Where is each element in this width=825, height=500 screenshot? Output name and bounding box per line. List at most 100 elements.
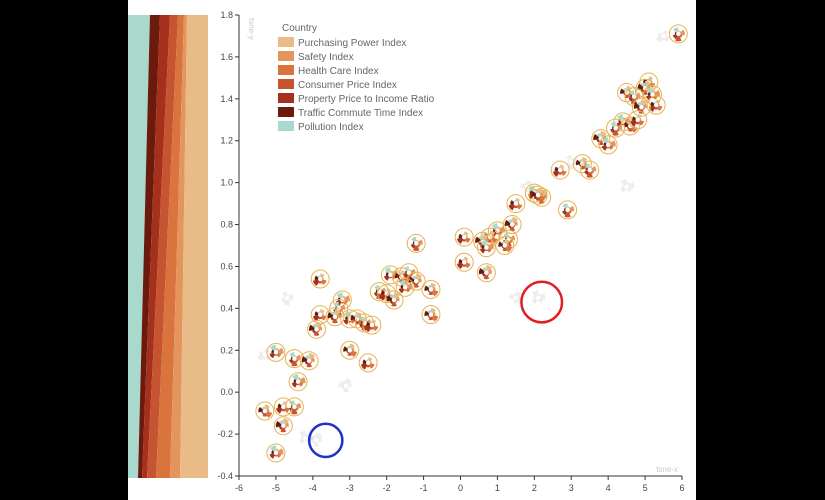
x-tick-label: 1 [495, 483, 500, 493]
glyph-wedge [646, 87, 653, 95]
glyph-ring [358, 353, 378, 373]
glyph-center [598, 136, 603, 141]
data-point [358, 353, 378, 373]
glyph-wedge [617, 114, 623, 122]
data-point [266, 443, 286, 463]
glyph-wedge [316, 432, 323, 441]
data-point [266, 342, 286, 362]
legend-swatch [278, 121, 294, 131]
stacked-ribbon [128, 15, 208, 478]
glyph-wedge [306, 360, 312, 368]
glyph-center [318, 312, 323, 317]
glyph-center [461, 234, 467, 240]
data-point [495, 236, 515, 255]
glyph-wedge [316, 321, 323, 330]
x-tick-label: 3 [569, 483, 574, 493]
glyph-ring [524, 183, 544, 203]
glyph-center [314, 438, 319, 443]
glyph-wedge [281, 297, 287, 303]
data-point [502, 215, 522, 235]
scatter-chart: tsne-y tsne-x -0.4 -0.2 0.0 0.2 0.4 0.6 0.8 1.0… [128, 10, 688, 493]
glyph-wedge [309, 435, 317, 443]
glyph-center [653, 102, 659, 108]
data-point [668, 24, 688, 44]
glyph-wedge [312, 279, 321, 286]
data-point [284, 349, 304, 369]
glyph-center [502, 243, 507, 248]
glyph-wedge [384, 267, 391, 275]
data-point [628, 110, 648, 130]
data-point [506, 194, 526, 214]
y-axis-label: tsne-y [247, 18, 256, 40]
glyph-ring [624, 87, 644, 107]
y-tick-label: 0.0 [220, 387, 233, 397]
x-tick-label: 4 [606, 483, 611, 493]
glyph-wedge [338, 381, 347, 388]
glyph-ring [454, 252, 474, 272]
y-tick-label: 1.2 [220, 136, 233, 146]
y-tick-label: 1.4 [220, 94, 233, 104]
x-tick-label: 6 [679, 483, 684, 493]
faded-points [257, 30, 670, 447]
glyph-center [524, 184, 530, 190]
glyph-wedge [462, 262, 467, 267]
glyph-wedge [508, 203, 516, 211]
glyph-ring [591, 129, 611, 149]
legend: Country Purchasing Power Index Safety Ind… [278, 23, 435, 133]
glyph-ring [325, 307, 345, 327]
glyph-center [635, 117, 640, 122]
glyph-wedge [369, 325, 374, 330]
glyph-wedge [641, 99, 648, 108]
glyph-wedge [346, 382, 352, 388]
ribbon-band [147, 15, 178, 478]
data-point [580, 160, 600, 180]
glyph-wedge [630, 96, 638, 105]
glyph-wedge [656, 35, 664, 43]
glyph-center [631, 94, 637, 99]
glyph-center [292, 404, 297, 410]
glyph-ring [273, 397, 293, 417]
data-point [273, 416, 293, 436]
glyph-wedge [661, 35, 666, 41]
legend-swatch [278, 79, 294, 89]
ribbon-band [138, 15, 160, 478]
glyph-ring [307, 319, 327, 339]
glyph-center [535, 193, 541, 198]
glyph-center [295, 379, 301, 384]
glyph-center [262, 408, 268, 414]
glyph-wedge [622, 184, 627, 188]
glyph-wedge [480, 240, 487, 248]
glyph-ring [406, 271, 426, 291]
glyph-wedge [428, 314, 434, 321]
glyph-wedge [558, 170, 563, 175]
glyph-ring [528, 185, 548, 205]
faded-point [531, 290, 546, 304]
faded-point [338, 378, 352, 393]
data-point [598, 135, 618, 155]
glyph-wedge [586, 170, 593, 178]
glyph-wedge [318, 314, 323, 320]
glyph-center [484, 270, 489, 275]
glyph-center [535, 295, 541, 301]
glyph-wedge [626, 182, 631, 187]
glyph-wedge [538, 195, 546, 202]
glyph-wedge [504, 245, 513, 253]
glyph-wedge [275, 406, 284, 414]
legend-label: Property Price to Income Ratio [298, 94, 435, 105]
legend-swatch [278, 107, 294, 117]
data-point [255, 401, 275, 421]
glyph-wedge [299, 430, 306, 439]
data-point [288, 372, 308, 392]
data-point [454, 227, 474, 247]
glyph-wedge [566, 155, 572, 162]
glyph-ring [310, 269, 330, 289]
glyph-wedge [567, 159, 572, 163]
faded-point [565, 155, 578, 170]
glyph-wedge [341, 385, 347, 390]
glyph-wedge [343, 385, 349, 393]
data-point [307, 319, 327, 339]
data-point [558, 200, 578, 220]
glyph-center [273, 450, 279, 456]
glyph-wedge [430, 289, 439, 297]
glyph-ring [255, 401, 275, 421]
